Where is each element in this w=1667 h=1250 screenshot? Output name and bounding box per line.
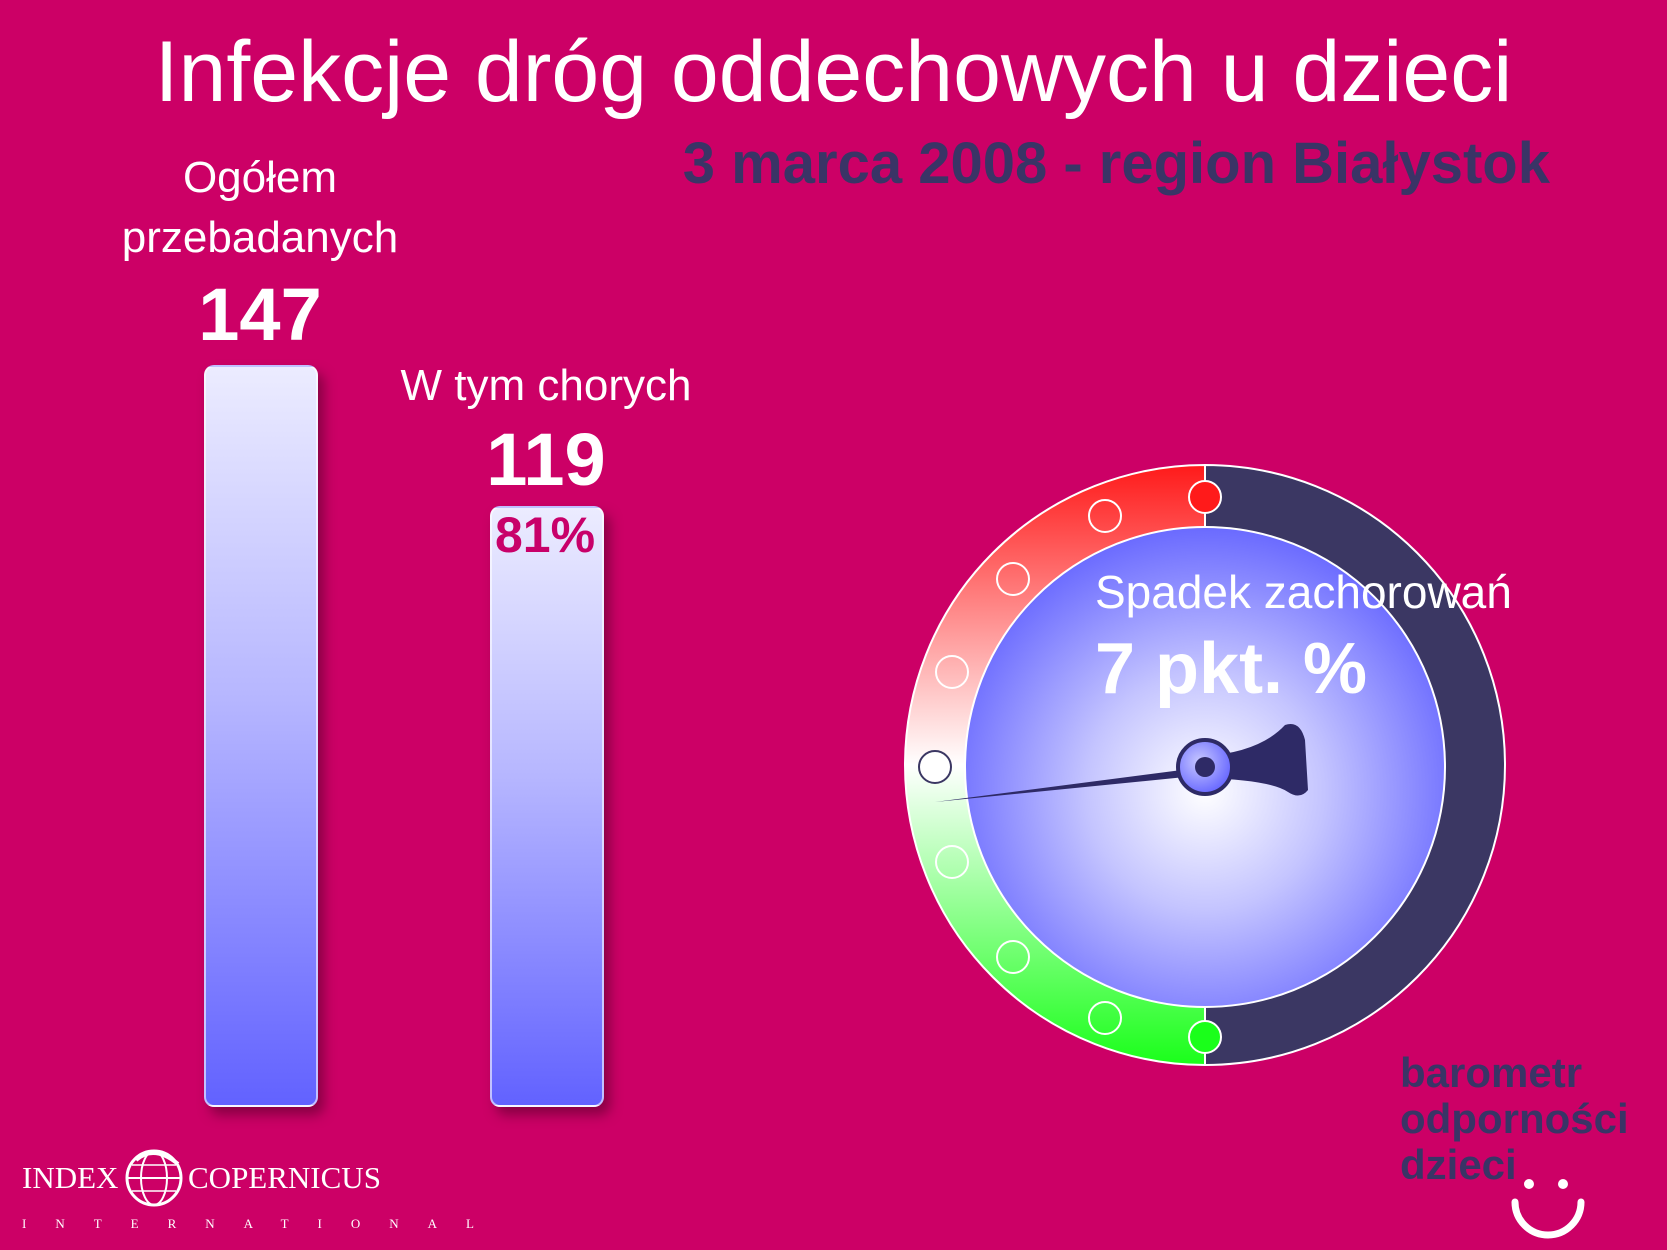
bar-sick (490, 506, 604, 1107)
gauge-hub-center (1195, 757, 1215, 777)
scale-dot (996, 562, 1030, 596)
brand-logo: barometr odporności dzieci (1400, 1050, 1629, 1188)
scale-dot (1188, 1020, 1222, 1054)
brand-line-3: dzieci (1400, 1141, 1517, 1188)
brand-line-2: odporności (1400, 1095, 1629, 1142)
bar-label-sick: W tym chorych (400, 361, 692, 410)
scale-dot (1088, 499, 1122, 533)
page-title: Infekcje dróg oddechowych u dzieci (154, 24, 1513, 120)
scale-dot (996, 940, 1030, 974)
bar-label-total-line-2: przebadanych (121, 213, 399, 262)
logo-international-text: INTERNATIONAL (22, 1216, 503, 1231)
scale-dot (918, 750, 952, 784)
bar-sick-percent: 81% (494, 507, 596, 563)
brand-line-1: barometr (1400, 1049, 1583, 1096)
scale-dot (1188, 480, 1222, 514)
gauge-label: Spadek zachorowań (1095, 566, 1512, 618)
bar-value-sick: 119 (486, 418, 606, 501)
gauge-value: 7 pkt. % (1095, 629, 1368, 709)
scale-dot (935, 845, 969, 879)
bar-label-total-line-1: Ogółem (182, 153, 338, 202)
bar-value-total: 147 (198, 273, 322, 356)
smiley-icon (1511, 1179, 1585, 1239)
bar-total (204, 365, 318, 1107)
scale-dot (1088, 1001, 1122, 1035)
gauge-needle (935, 767, 1205, 802)
gauge-svg (904, 463, 1506, 1067)
page-subtitle: 3 marca 2008 - region Białystok (682, 131, 1550, 196)
bar-label-total: Ogółem przebadanych (60, 148, 460, 268)
logo-index-text: INDEX (22, 1160, 119, 1195)
logo-copernicus-text: COPERNICUS (188, 1160, 381, 1195)
scale-dot (935, 655, 969, 689)
globe-icon (125, 1149, 183, 1207)
